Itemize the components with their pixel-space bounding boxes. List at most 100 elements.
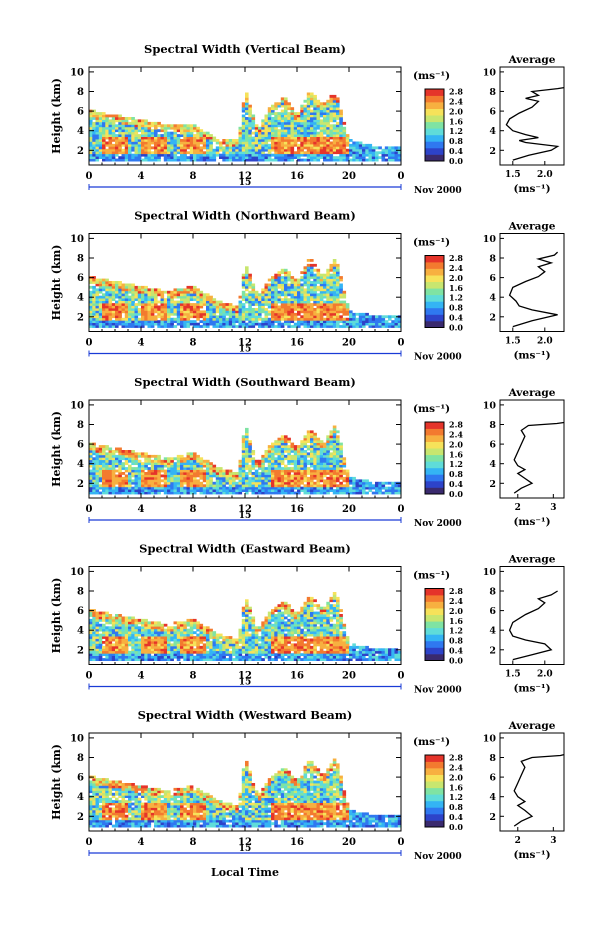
heatmap-cell bbox=[102, 131, 106, 135]
heatmap-cell bbox=[167, 462, 171, 465]
heatmap-cell bbox=[124, 491, 129, 495]
heatmap-cell bbox=[287, 146, 291, 150]
heatmap-cell bbox=[118, 303, 122, 306]
heatmap-cell bbox=[111, 472, 116, 475]
heatmap-cell bbox=[329, 131, 334, 135]
heatmap-cell bbox=[293, 479, 298, 483]
heatmap-cell bbox=[92, 479, 96, 483]
heatmap-cell bbox=[342, 484, 347, 488]
heatmap-cell bbox=[329, 146, 334, 150]
y-tick-label: 4 bbox=[77, 126, 84, 137]
heatmap-cell bbox=[271, 148, 275, 152]
heatmap-cell bbox=[336, 457, 340, 461]
heatmap-cell bbox=[319, 136, 324, 140]
heatmap-cell bbox=[170, 310, 174, 314]
heatmap-cell bbox=[180, 288, 184, 292]
heatmap-cell bbox=[391, 486, 395, 490]
heatmap-cell bbox=[280, 454, 285, 458]
heatmap-cell bbox=[248, 454, 252, 458]
heatmap-cell bbox=[232, 474, 236, 478]
heatmap-cell bbox=[310, 305, 314, 309]
heatmap-cell bbox=[95, 290, 100, 294]
heatmap-cell bbox=[329, 153, 334, 157]
heatmap-cell bbox=[339, 278, 343, 282]
heatmap-cell bbox=[297, 312, 301, 316]
heatmap-cell bbox=[137, 464, 142, 468]
heatmap-cell bbox=[108, 114, 113, 118]
heatmap-cell bbox=[277, 139, 282, 142]
heatmap-cell bbox=[284, 300, 288, 304]
heatmap-cell bbox=[362, 156, 366, 159]
heatmap-cell bbox=[173, 479, 178, 483]
heatmap-cell bbox=[287, 273, 291, 277]
heatmap-cell bbox=[98, 472, 103, 475]
heatmap-cell bbox=[368, 315, 373, 319]
heatmap-cell bbox=[95, 459, 100, 463]
heatmap-cell bbox=[241, 148, 246, 152]
heatmap-cell bbox=[157, 121, 161, 125]
heatmap-cell bbox=[163, 136, 168, 140]
heatmap-cell bbox=[167, 305, 171, 309]
x-tick-label: 0 bbox=[86, 504, 93, 515]
heatmap-cell bbox=[111, 658, 116, 661]
heatmap-cell bbox=[180, 479, 184, 483]
heatmap-cell bbox=[131, 479, 135, 483]
heatmap-cell bbox=[384, 315, 389, 319]
heatmap-cell bbox=[277, 298, 282, 301]
average-y-tick-label: 10 bbox=[483, 67, 497, 78]
heatmap-cell bbox=[297, 484, 301, 488]
heatmap-cell bbox=[115, 315, 119, 319]
heatmap-cell bbox=[235, 310, 239, 314]
heatmap-cell bbox=[245, 158, 249, 162]
heatmap-cell bbox=[186, 469, 191, 473]
heatmap-cell bbox=[280, 268, 285, 272]
heatmap-cell bbox=[98, 298, 103, 301]
heatmap-cell bbox=[199, 148, 204, 152]
heatmap-cell bbox=[206, 148, 210, 152]
heatmap-cell bbox=[89, 641, 93, 644]
heatmap-cell bbox=[147, 298, 152, 301]
heatmap-cell bbox=[202, 472, 207, 475]
heatmap-cell bbox=[173, 491, 178, 495]
heatmap-cell bbox=[199, 305, 204, 309]
heatmap-cell bbox=[115, 285, 119, 289]
heatmap-cell bbox=[222, 305, 226, 309]
heatmap-cell bbox=[170, 158, 174, 162]
heatmap-cell bbox=[323, 114, 327, 118]
heatmap-cell bbox=[267, 300, 272, 304]
heatmap-cell bbox=[313, 315, 317, 319]
heatmap-cell bbox=[222, 489, 226, 492]
heatmap-cell bbox=[147, 489, 152, 492]
heatmap-cell bbox=[245, 146, 249, 150]
heatmap-cell bbox=[157, 143, 161, 147]
heatmap-cell bbox=[293, 278, 298, 282]
heatmap-cell bbox=[98, 303, 103, 306]
heatmap-cell bbox=[332, 97, 337, 101]
heatmap-cell bbox=[163, 141, 168, 145]
heatmap-cell bbox=[339, 310, 343, 314]
heatmap-cell bbox=[111, 650, 116, 654]
heatmap-cell bbox=[326, 317, 330, 321]
heatmap-cell bbox=[310, 263, 314, 267]
heatmap-cell bbox=[271, 312, 275, 316]
heatmap-cell bbox=[105, 484, 109, 488]
heatmap-cell bbox=[316, 131, 321, 135]
heatmap-cell bbox=[170, 464, 174, 468]
heatmap-cell bbox=[131, 626, 135, 630]
heatmap-cell bbox=[141, 300, 145, 304]
heatmap-cell bbox=[111, 454, 116, 458]
heatmap-cell bbox=[319, 153, 324, 157]
heatmap-cell bbox=[271, 117, 275, 120]
heatmap-cell bbox=[176, 303, 181, 306]
heatmap-cell bbox=[397, 322, 402, 326]
heatmap-cell bbox=[303, 305, 308, 309]
heatmap-cell bbox=[310, 310, 314, 314]
heatmap-cell bbox=[167, 312, 171, 316]
heatmap-cell bbox=[115, 290, 119, 294]
heatmap-cell bbox=[92, 298, 96, 301]
heatmap-cell bbox=[329, 325, 334, 328]
heatmap-cell bbox=[245, 489, 249, 492]
heatmap-cell bbox=[154, 131, 158, 135]
heatmap-cell bbox=[277, 117, 282, 120]
heatmap-cell bbox=[98, 143, 103, 147]
